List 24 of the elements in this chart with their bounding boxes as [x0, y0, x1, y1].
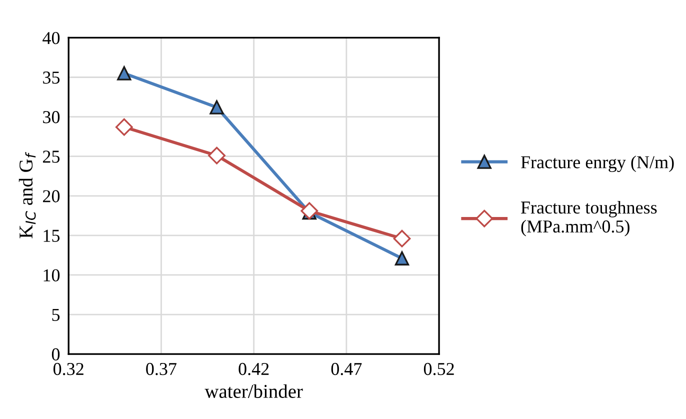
y-tick-label: 20 [43, 190, 60, 202]
x-tick-label: 0.47 [331, 362, 362, 376]
point [117, 66, 132, 80]
x-tick-label: 0.37 [146, 362, 176, 376]
y-tick-label: 35 [43, 72, 60, 84]
y-tick-label: 40 [42, 32, 60, 44]
point [208, 146, 226, 164]
x-tick-label: 0.52 [424, 362, 454, 376]
x-axis-title: water/binder [204, 384, 303, 398]
y-axis-title: K$_{IC}$ and G$_{f}$ [18, 152, 36, 238]
y-tick-label: 25 [43, 150, 60, 163]
x-tick-label: 0.42 [238, 362, 269, 376]
legend-label: Fracture toughness (MPa.mm^0.5) [520, 200, 657, 236]
y-tick-label: 10 [44, 269, 60, 282]
point [394, 251, 410, 266]
point [210, 100, 224, 114]
x-tick-label: 0.32 [53, 362, 84, 376]
y-tick-label: 0 [52, 348, 60, 360]
y-tick-label: 5 [52, 308, 60, 321]
point [115, 118, 133, 136]
legend-label: Fracture enrgy (N/m) [520, 156, 674, 172]
y-tick-label: 15 [44, 230, 60, 242]
point [393, 230, 411, 248]
y-tick-label: 30 [43, 111, 60, 124]
